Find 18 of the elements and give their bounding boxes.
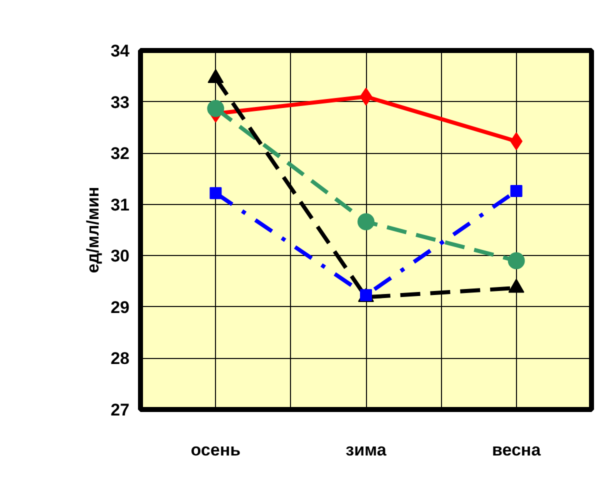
x-tick-label: весна xyxy=(492,440,542,460)
y-tick-label: 30 xyxy=(110,246,130,266)
y-tick-label: 33 xyxy=(110,92,130,112)
y-tick-label: 31 xyxy=(110,195,130,214)
x-tick-label: осень xyxy=(190,440,241,460)
y-tick-label: 29 xyxy=(110,298,130,317)
y-tick-label: 28 xyxy=(110,349,130,368)
point xyxy=(508,252,525,270)
point xyxy=(360,88,372,106)
x-tick-label: зима xyxy=(346,440,387,460)
y-tick-label: 27 xyxy=(110,400,130,420)
point xyxy=(358,213,374,230)
y-tick-label: 34 xyxy=(110,42,130,60)
point xyxy=(210,187,222,200)
y-tick-label: 32 xyxy=(110,144,130,164)
y-axis-title: ед/мл/мин xyxy=(84,186,103,274)
point xyxy=(207,100,224,117)
point xyxy=(510,185,522,198)
